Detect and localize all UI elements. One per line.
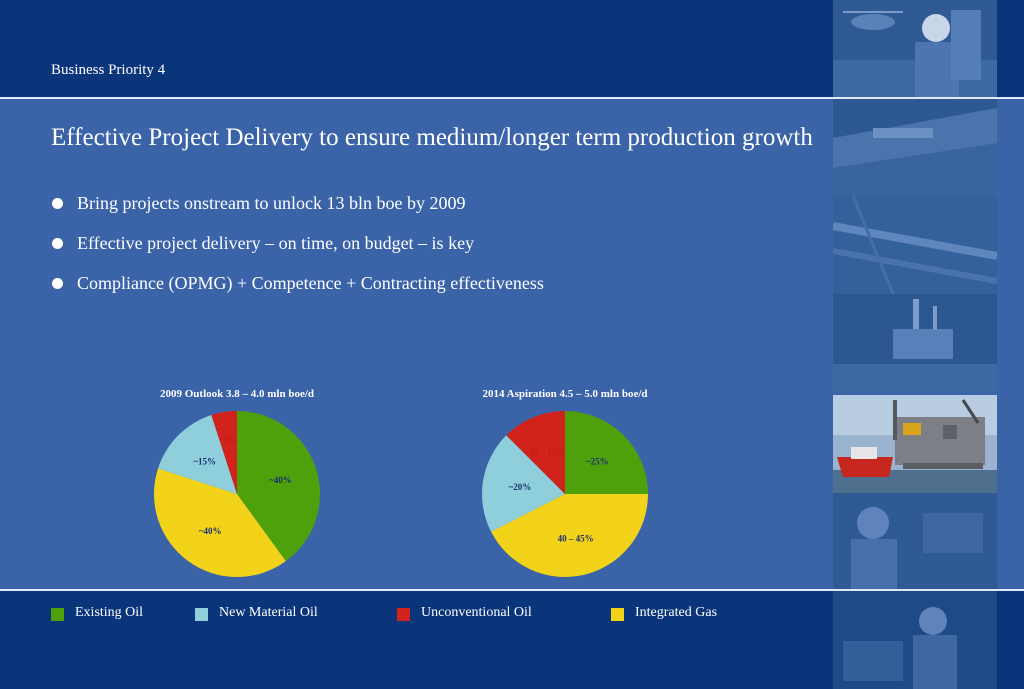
pie-slice-existing-oil — [237, 411, 320, 562]
pie-data-label: ~40% — [199, 526, 222, 536]
pipeline-photo — [833, 196, 997, 294]
legend-label: New Material Oil — [219, 605, 318, 620]
helicopter-worker-photo — [833, 0, 997, 98]
pie-data-label: ~20% — [509, 482, 532, 492]
bullet-dot — [52, 198, 63, 209]
pie-slice-existing-oil — [565, 411, 648, 494]
bullet-text: Effective project delivery – on time, on… — [77, 233, 475, 253]
chart-title-2009: 2009 Outlook 3.8 – 4.0 mln boe/d — [159, 388, 315, 400]
pie-data-label: ~5% — [219, 435, 237, 445]
pie-slice-integrated-gas — [154, 468, 286, 577]
legend-swatch — [397, 608, 410, 621]
section-label: Business Priority 4 — [51, 62, 166, 78]
bullet-text: Bring projects onstream to unlock 13 bln… — [77, 193, 466, 213]
pie-chart-2014: ~25% 40 – 45% ~20% 10 – 15% — [482, 411, 648, 577]
ship-deck-photo — [833, 98, 997, 196]
legend-swatch — [611, 608, 624, 621]
legend-label: Unconventional Oil — [421, 605, 532, 620]
chart-legend: Existing Oil New Material Oil Unconventi… — [0, 604, 820, 624]
pie-data-label: ~40% — [269, 475, 292, 485]
slide-title: Effective Project Delivery to ensure med… — [51, 124, 813, 151]
legend-swatch — [51, 608, 64, 621]
pie-data-label: ~15% — [193, 457, 216, 467]
platform-ship-photo — [833, 395, 997, 493]
pie-data-label: 10 – 15% — [530, 447, 566, 457]
header-divider — [0, 97, 1024, 99]
pie-slice-unconventional-oil — [211, 411, 237, 494]
pie-chart-2009: ~40% ~40% ~15% ~5% — [154, 411, 320, 577]
office-worker-photo — [833, 591, 997, 689]
pie-slice-new-material-oil — [482, 435, 565, 532]
engineers-photo — [833, 493, 997, 591]
bullet-dot — [52, 238, 63, 249]
pie-slice-integrated-gas — [491, 494, 648, 577]
pie-data-label: ~25% — [586, 457, 609, 467]
bullet-text: Compliance (OPMG) + Competence + Contrac… — [77, 273, 544, 293]
legend-label: Integrated Gas — [635, 605, 718, 620]
footer-divider — [0, 589, 1024, 591]
pie-slice-unconventional-oil — [506, 411, 565, 494]
pie-data-label: 40 – 45% — [558, 533, 594, 543]
legend-swatch — [195, 608, 208, 621]
pie-slice-new-material-oil — [158, 415, 237, 494]
legend-label: Existing Oil — [75, 605, 144, 620]
bullet-dot — [52, 278, 63, 289]
chart-title-2014: 2014 Aspiration 4.5 – 5.0 mln boe/d — [482, 388, 648, 400]
offshore-rig-photo — [833, 294, 997, 392]
photo-collage — [833, 0, 997, 689]
